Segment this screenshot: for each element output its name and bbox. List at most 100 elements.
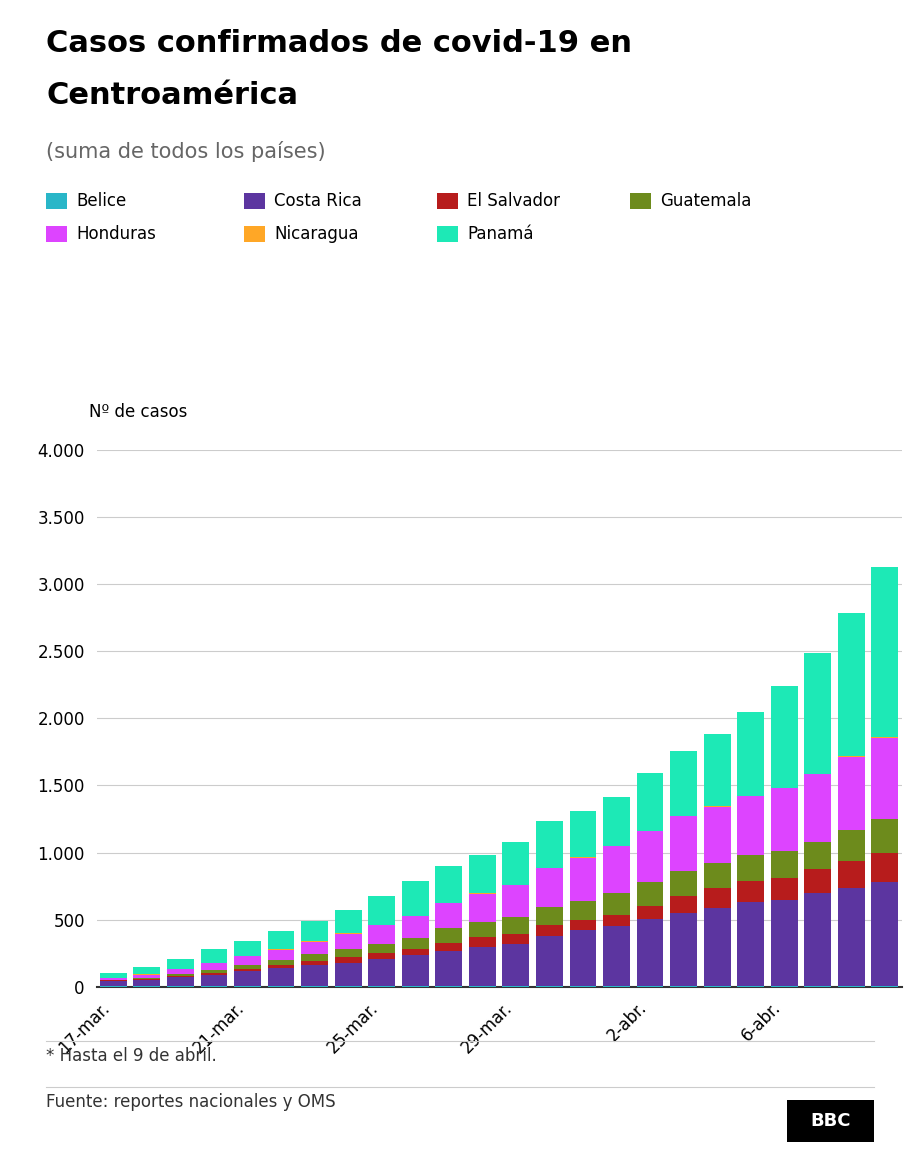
Bar — [200, 969, 227, 973]
Bar — [636, 906, 663, 919]
Bar — [569, 857, 596, 900]
Bar — [770, 788, 797, 850]
Bar — [803, 774, 830, 841]
Bar — [402, 956, 428, 987]
Bar — [200, 975, 227, 987]
Bar — [100, 973, 127, 977]
Bar — [870, 818, 897, 853]
Bar — [870, 739, 897, 818]
Text: Honduras: Honduras — [76, 225, 156, 243]
Bar — [703, 908, 730, 987]
Bar — [736, 902, 764, 987]
Bar — [469, 854, 495, 893]
Bar — [502, 885, 528, 917]
Bar — [301, 921, 328, 942]
Bar — [100, 977, 127, 980]
Bar — [469, 922, 495, 937]
Bar — [301, 965, 328, 987]
Bar — [133, 967, 160, 974]
Bar — [233, 941, 261, 956]
Bar — [368, 953, 394, 959]
Bar — [133, 977, 160, 979]
Bar — [770, 878, 797, 900]
Bar — [770, 900, 797, 987]
Bar — [736, 712, 764, 795]
Bar — [402, 949, 428, 956]
Bar — [636, 773, 663, 831]
Bar — [669, 870, 697, 896]
Bar — [502, 841, 528, 885]
Bar — [669, 913, 697, 987]
Bar — [167, 974, 194, 976]
Text: Nº de casos: Nº de casos — [88, 403, 187, 420]
Bar — [803, 841, 830, 869]
Bar — [267, 931, 294, 950]
Bar — [301, 954, 328, 961]
Bar — [837, 887, 864, 987]
Bar — [770, 850, 797, 878]
Bar — [435, 944, 461, 951]
Text: Guatemala: Guatemala — [660, 192, 751, 210]
Bar — [669, 751, 697, 816]
Bar — [536, 936, 562, 987]
Bar — [368, 944, 394, 953]
Bar — [669, 896, 697, 913]
Bar — [402, 882, 428, 916]
Bar — [837, 830, 864, 861]
Bar — [167, 977, 194, 987]
Bar — [267, 960, 294, 965]
Bar — [636, 883, 663, 906]
Bar — [536, 926, 562, 936]
Text: Panamá: Panamá — [467, 225, 533, 243]
Bar — [603, 797, 630, 846]
Bar — [603, 846, 630, 893]
Bar — [402, 938, 428, 949]
Bar — [402, 916, 428, 938]
Bar — [469, 893, 495, 922]
Bar — [167, 969, 194, 974]
Bar — [736, 796, 764, 855]
Text: El Salvador: El Salvador — [467, 192, 560, 210]
Bar — [335, 957, 361, 962]
Bar — [233, 972, 261, 987]
Bar — [368, 897, 394, 926]
Bar — [770, 685, 797, 787]
Bar — [167, 959, 194, 969]
Text: * Hasta el 9 de abril.: * Hasta el 9 de abril. — [46, 1047, 217, 1065]
Bar — [100, 981, 127, 987]
Bar — [669, 816, 697, 870]
Bar — [636, 919, 663, 987]
Bar — [703, 863, 730, 889]
Bar — [603, 915, 630, 926]
Text: Centroamérica: Centroamérica — [46, 81, 298, 110]
Bar — [335, 962, 361, 987]
Text: Fuente: reportes nacionales y OMS: Fuente: reportes nacionales y OMS — [46, 1093, 335, 1111]
Bar — [469, 946, 495, 987]
Bar — [435, 928, 461, 944]
Bar — [536, 822, 562, 868]
Bar — [502, 917, 528, 935]
Bar — [267, 968, 294, 987]
Bar — [803, 869, 830, 893]
Bar — [233, 965, 261, 968]
Bar — [703, 734, 730, 807]
Bar — [870, 567, 897, 737]
Bar — [133, 980, 160, 987]
Bar — [569, 920, 596, 930]
Bar — [803, 653, 830, 774]
Bar — [267, 950, 294, 960]
Bar — [301, 942, 328, 954]
Bar — [435, 951, 461, 987]
Bar — [870, 853, 897, 882]
Bar — [435, 904, 461, 928]
Text: Costa Rica: Costa Rica — [274, 192, 361, 210]
Text: (suma de todos los países): (suma de todos los países) — [46, 141, 325, 162]
Bar — [435, 867, 461, 904]
Bar — [335, 949, 361, 957]
Bar — [536, 868, 562, 907]
Text: Nicaragua: Nicaragua — [274, 225, 358, 243]
Bar — [837, 613, 864, 756]
Bar — [837, 757, 864, 830]
Bar — [569, 930, 596, 987]
Bar — [200, 962, 227, 969]
